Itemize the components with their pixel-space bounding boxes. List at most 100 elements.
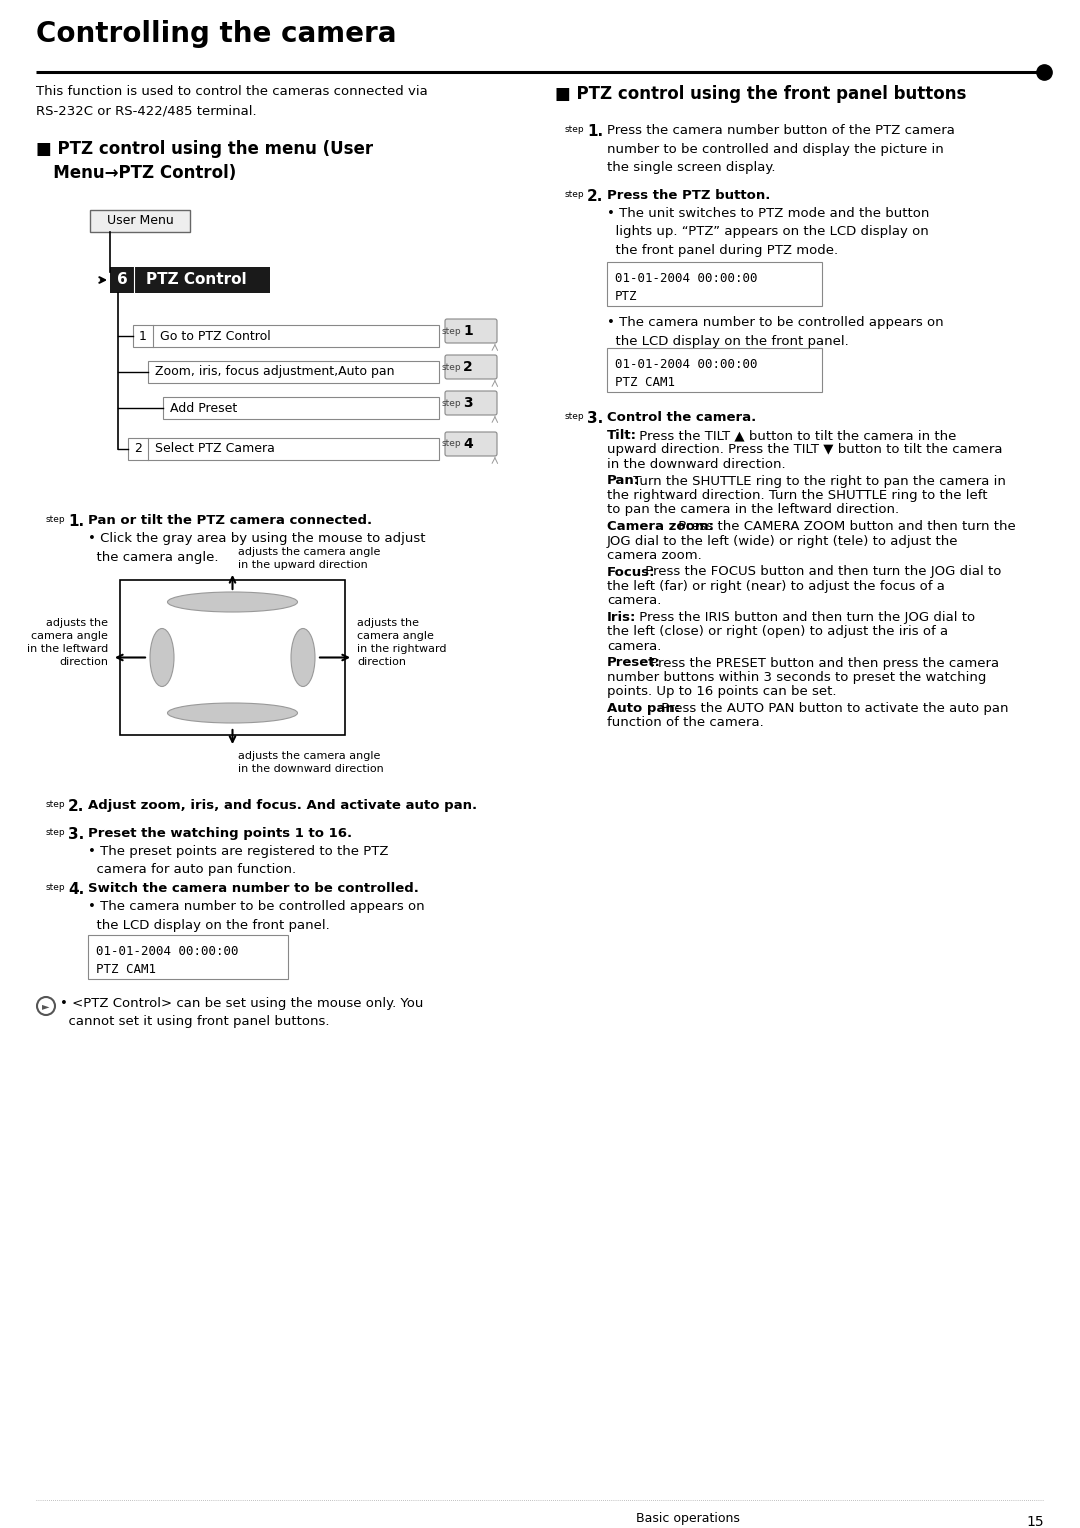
Text: step: step [46,828,66,837]
Text: step: step [46,801,66,808]
Text: ■ PTZ control using the menu (User
   Menu→PTZ Control): ■ PTZ control using the menu (User Menu→… [36,141,373,182]
Text: the rightward direction. Turn the SHUTTLE ring to the left: the rightward direction. Turn the SHUTTL… [607,489,987,503]
Text: in the downward direction.: in the downward direction. [607,458,785,471]
Text: Adjust zoom, iris, and focus. And activate auto pan.: Adjust zoom, iris, and focus. And activa… [87,799,477,811]
Text: 4: 4 [463,437,473,451]
Text: 1: 1 [463,324,473,338]
Text: 2: 2 [134,443,141,455]
Text: step: step [46,515,66,524]
FancyBboxPatch shape [445,432,497,455]
Text: 2.: 2. [68,799,84,814]
FancyBboxPatch shape [120,581,345,735]
FancyBboxPatch shape [445,391,497,416]
Text: • The camera number to be controlled appears on
  the LCD display on the front p: • The camera number to be controlled app… [87,900,424,932]
FancyBboxPatch shape [607,261,822,306]
Text: 1: 1 [139,330,147,342]
Text: 6: 6 [117,272,127,287]
Text: ►: ► [42,1001,50,1012]
Text: step: step [442,362,461,371]
Text: upward direction. Press the TILT ▼ button to tilt the camera: upward direction. Press the TILT ▼ butto… [607,443,1002,457]
Text: step: step [565,189,584,199]
Text: Go to PTZ Control: Go to PTZ Control [160,330,271,342]
Text: Add Preset: Add Preset [170,402,238,414]
Text: PTZ: PTZ [615,290,637,303]
Ellipse shape [167,703,297,723]
Text: JOG dial to the left (wide) or right (tele) to adjust the: JOG dial to the left (wide) or right (te… [607,535,959,547]
Text: PTZ CAM1: PTZ CAM1 [96,963,156,976]
Text: function of the camera.: function of the camera. [607,717,764,729]
Text: camera zoom.: camera zoom. [607,549,702,562]
Text: to pan the camera in the leftward direction.: to pan the camera in the leftward direct… [607,504,900,516]
Text: adjusts the
camera angle
in the rightward
direction: adjusts the camera angle in the rightwar… [357,617,446,668]
Text: 2.: 2. [588,189,604,205]
Text: step: step [442,440,461,449]
Text: step: step [46,883,66,892]
Text: • <PTZ Control> can be set using the mouse only. You
  cannot set it using front: • <PTZ Control> can be set using the mou… [60,996,423,1028]
Text: step: step [565,125,584,134]
Text: Press the TILT ▲ button to tilt the camera in the: Press the TILT ▲ button to tilt the came… [635,429,957,442]
FancyBboxPatch shape [445,354,497,379]
Text: the left (close) or right (open) to adjust the iris of a: the left (close) or right (open) to adju… [607,625,948,639]
Text: adjusts the camera angle
in the downward direction: adjusts the camera angle in the downward… [239,750,384,775]
Text: Press the IRIS button and then turn the JOG dial to: Press the IRIS button and then turn the … [635,611,975,623]
Text: This function is used to control the cameras connected via
RS-232C or RS-422/485: This function is used to control the cam… [36,86,428,118]
Text: Switch the camera number to be controlled.: Switch the camera number to be controlle… [87,882,419,895]
Text: Camera zoom:: Camera zoom: [607,520,714,533]
Text: • The camera number to be controlled appears on
  the LCD display on the front p: • The camera number to be controlled app… [607,316,944,347]
Text: 01-01-2004 00:00:00: 01-01-2004 00:00:00 [96,944,239,958]
Text: Zoom, iris, focus adjustment,Auto pan: Zoom, iris, focus adjustment,Auto pan [156,365,394,379]
Text: 1.: 1. [588,124,603,139]
Ellipse shape [167,591,297,613]
Text: Press the FOCUS button and then turn the JOG dial to: Press the FOCUS button and then turn the… [640,565,1001,579]
Text: adjusts the
camera angle
in the leftward
direction: adjusts the camera angle in the leftward… [27,617,108,668]
Text: Tilt:: Tilt: [607,429,637,442]
FancyBboxPatch shape [87,935,288,979]
Text: PTZ CAM1: PTZ CAM1 [615,376,675,390]
Text: number buttons within 3 seconds to preset the watching: number buttons within 3 seconds to prese… [607,671,986,685]
Text: Press the AUTO PAN button to activate the auto pan: Press the AUTO PAN button to activate th… [658,701,1009,715]
Text: adjusts the camera angle
in the upward direction: adjusts the camera angle in the upward d… [239,547,381,570]
Text: camera.: camera. [607,640,661,652]
FancyBboxPatch shape [607,348,822,393]
Text: • The unit switches to PTZ mode and the button
  lights up. “PTZ” appears on the: • The unit switches to PTZ mode and the … [607,206,930,257]
Text: Turn the SHUTTLE ring to the right to pan the camera in: Turn the SHUTTLE ring to the right to pa… [630,475,1007,487]
Text: Preset the watching points 1 to 16.: Preset the watching points 1 to 16. [87,827,352,840]
Text: Preset:: Preset: [607,657,661,669]
Text: the left (far) or right (near) to adjust the focus of a: the left (far) or right (near) to adjust… [607,581,945,593]
FancyBboxPatch shape [90,209,190,232]
Text: Press the PRESET button and then press the camera: Press the PRESET button and then press t… [646,657,999,669]
Text: Press the PTZ button.: Press the PTZ button. [607,189,770,202]
Text: 1.: 1. [68,513,84,529]
Text: Basic operations: Basic operations [636,1513,740,1525]
Text: 2: 2 [463,361,473,374]
Text: Press the CAMERA ZOOM button and then turn the: Press the CAMERA ZOOM button and then tu… [674,520,1016,533]
Text: Pan or tilt the PTZ camera connected.: Pan or tilt the PTZ camera connected. [87,513,373,527]
Text: step: step [442,399,461,408]
Text: step: step [565,413,584,422]
Text: PTZ Control: PTZ Control [146,272,246,287]
Text: Control the camera.: Control the camera. [607,411,756,423]
Text: Iris:: Iris: [607,611,636,623]
Text: 01-01-2004 00:00:00: 01-01-2004 00:00:00 [615,272,757,286]
Ellipse shape [150,628,174,686]
Text: Auto pan:: Auto pan: [607,701,680,715]
Text: 15: 15 [1026,1514,1044,1528]
Text: ■ PTZ control using the front panel buttons: ■ PTZ control using the front panel butt… [555,86,967,102]
Text: 3.: 3. [588,411,604,426]
Text: step: step [442,327,461,336]
Text: camera.: camera. [607,594,661,608]
Ellipse shape [291,628,315,686]
FancyBboxPatch shape [163,397,438,419]
FancyBboxPatch shape [148,361,438,384]
Text: User Menu: User Menu [107,214,174,228]
FancyBboxPatch shape [110,267,270,293]
FancyBboxPatch shape [445,319,497,342]
Text: Controlling the camera: Controlling the camera [36,20,396,47]
Text: Press the camera number button of the PTZ camera
number to be controlled and dis: Press the camera number button of the PT… [607,124,955,174]
Text: 3.: 3. [68,827,84,842]
Text: 4.: 4. [68,882,84,897]
Text: Pan:: Pan: [607,475,640,487]
Text: 3: 3 [463,396,473,410]
Text: • The preset points are registered to the PTZ
  camera for auto pan function.: • The preset points are registered to th… [87,845,389,877]
Text: points. Up to 16 points can be set.: points. Up to 16 points can be set. [607,686,837,698]
